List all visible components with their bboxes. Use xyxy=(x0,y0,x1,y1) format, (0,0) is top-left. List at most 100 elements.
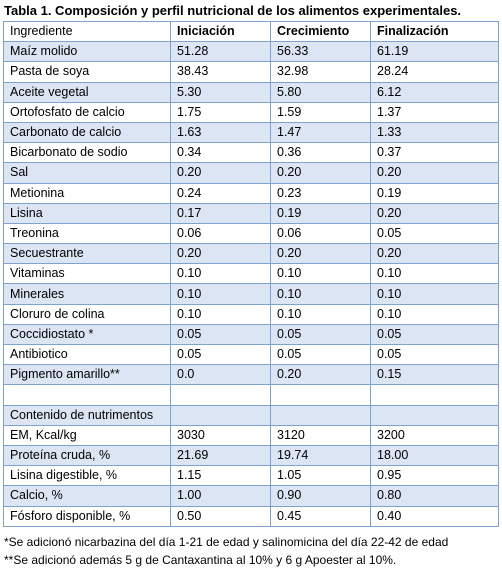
table-header-row: Ingrediente Iniciación Crecimiento Finaliza… xyxy=(3,20,499,43)
table-row: Ortofosfato de calcio 1.75 1.59 1.37 xyxy=(3,101,499,123)
table-cell: 0.10 xyxy=(370,303,499,325)
table-cell: 0.23 xyxy=(270,182,371,204)
table-row: Sal 0.20 0.20 0.20 xyxy=(3,162,499,184)
table-cell: 1.00 xyxy=(170,485,271,507)
table-cell: Calcio, % xyxy=(3,485,171,507)
table-row: Fósforo disponible, % 0.50 0.45 0.40 xyxy=(3,505,499,527)
table-row: Pasta de soya 38.43 32.98 28.24 xyxy=(3,61,499,83)
table-cell: Proteína cruda, % xyxy=(3,444,171,467)
table-cell: 1.47 xyxy=(270,121,371,144)
table-cell: 0.15 xyxy=(370,364,499,386)
table-cell: 0.10 xyxy=(370,283,499,305)
table-cell: 0.34 xyxy=(170,142,271,164)
table-cell: 0.20 xyxy=(270,243,371,265)
table-cell: 0.45 xyxy=(270,505,371,527)
table-cell: 5.30 xyxy=(170,81,271,103)
table-cell: 1.05 xyxy=(270,465,371,487)
table-cell: 18.00 xyxy=(370,444,499,467)
table-cell: 0.10 xyxy=(270,303,371,325)
table-cell: Pasta de soya xyxy=(3,61,171,83)
table-cell: 3120 xyxy=(270,424,371,446)
table-cell: 0.20 xyxy=(370,162,499,184)
table-row: Aceite vegetal 5.30 5.80 6.12 xyxy=(3,81,499,103)
table-cell: 0.40 xyxy=(370,505,499,527)
table-row: Metionina 0.24 0.23 0.19 xyxy=(3,182,499,204)
footnotes: *Se adicionó nicarbazina del día 1-21 de… xyxy=(4,533,448,569)
table-cell: 0.20 xyxy=(270,364,371,386)
table-cell: 0.80 xyxy=(370,485,499,507)
table-cell: 0.05 xyxy=(170,323,271,346)
table-row: Proteína cruda, % 21.69 19.74 18.00 xyxy=(3,444,499,467)
table-cell: 0.05 xyxy=(270,343,371,366)
table-cell: 1.15 xyxy=(170,465,271,487)
table-cell: 0.06 xyxy=(270,222,371,245)
table-cell: 0.10 xyxy=(370,263,499,285)
table-row: Lisina 0.17 0.19 0.20 xyxy=(3,202,499,224)
table-title: Tabla 1. Composición y perfil nutriciona… xyxy=(4,3,462,18)
table-row: Bicarbonato de sodio 0.34 0.36 0.37 xyxy=(3,142,499,164)
table-cell: 1.33 xyxy=(370,121,499,144)
table-cell: 0.05 xyxy=(370,222,499,245)
table-cell: Lisina xyxy=(3,202,171,224)
table-row: EM, Kcal/kg 3030 3120 3200 xyxy=(3,424,499,446)
section-label-row: Contenido de nutrimentos xyxy=(3,404,499,426)
table-cell: Finalización xyxy=(370,20,499,43)
table-cell: 0.10 xyxy=(170,283,271,305)
table-cell: Ortofosfato de calcio xyxy=(3,101,171,123)
table-cell: 0.50 xyxy=(170,505,271,527)
table-cell: 1.75 xyxy=(170,101,271,123)
table-cell: 0.95 xyxy=(370,465,499,487)
nutrition-table: Ingrediente Iniciación Crecimiento Finaliza… xyxy=(3,20,499,527)
table-cell: Crecimiento xyxy=(270,20,371,43)
table-cell: 0.20 xyxy=(170,243,271,265)
table-cell: 0.90 xyxy=(270,485,371,507)
table-cell: Coccidiostato * xyxy=(3,323,171,346)
table-cell: 0.0 xyxy=(170,364,271,386)
table-cell: Pigmento amarillo** xyxy=(3,364,171,386)
table-cell: 0.06 xyxy=(170,222,271,245)
table-cell: 61.19 xyxy=(370,41,499,63)
table-cell: Treonina xyxy=(3,222,171,245)
table-cell xyxy=(170,384,271,406)
table-cell: Antibiotico xyxy=(3,343,171,366)
table-cell: 0.20 xyxy=(370,243,499,265)
table-cell: 1.63 xyxy=(170,121,271,144)
table-cell: 51.28 xyxy=(170,41,271,63)
table-cell: Bicarbonato de sodio xyxy=(3,142,171,164)
table-cell: 21.69 xyxy=(170,444,271,467)
table-cell: Cloruro de colina xyxy=(3,303,171,325)
table-cell: Fósforo disponible, % xyxy=(3,505,171,527)
table-cell: 0.10 xyxy=(270,263,371,285)
table-row: Maíz molido 51.28 56.33 61.19 xyxy=(3,41,499,63)
table-row: Calcio, % 1.00 0.90 0.80 xyxy=(3,485,499,507)
table-row: Secuestrante 0.20 0.20 0.20 xyxy=(3,243,499,265)
table-cell: 1.37 xyxy=(370,101,499,123)
table-cell xyxy=(270,384,371,406)
table-cell: 3030 xyxy=(170,424,271,446)
table-cell: 0.05 xyxy=(270,323,371,346)
table-cell: Secuestrante xyxy=(3,243,171,265)
table-cell: 28.24 xyxy=(370,61,499,83)
table-cell: 0.10 xyxy=(270,283,371,305)
table-cell: Sal xyxy=(3,162,171,184)
table-cell xyxy=(370,384,499,406)
spacer-row xyxy=(3,384,499,406)
table-cell: 0.05 xyxy=(370,343,499,366)
table-row: Coccidiostato * 0.05 0.05 0.05 xyxy=(3,323,499,346)
table-cell: 0.24 xyxy=(170,182,271,204)
table-cell: 0.10 xyxy=(170,263,271,285)
table-cell: 0.05 xyxy=(370,323,499,346)
table-cell: 0.17 xyxy=(170,202,271,224)
table-cell xyxy=(3,384,171,406)
table-cell: 1.59 xyxy=(270,101,371,123)
table-cell: EM, Kcal/kg xyxy=(3,424,171,446)
table-row: Carbonato de calcio 1.63 1.47 1.33 xyxy=(3,121,499,144)
table-cell: 0.37 xyxy=(370,142,499,164)
table-cell: 19.74 xyxy=(270,444,371,467)
table-cell xyxy=(270,404,371,426)
table-cell: Aceite vegetal xyxy=(3,81,171,103)
section-label: Contenido de nutrimentos xyxy=(3,404,171,426)
table-row: Minerales 0.10 0.10 0.10 xyxy=(3,283,499,305)
table-cell: Minerales xyxy=(3,283,171,305)
table-row: Pigmento amarillo** 0.0 0.20 0.15 xyxy=(3,364,499,386)
